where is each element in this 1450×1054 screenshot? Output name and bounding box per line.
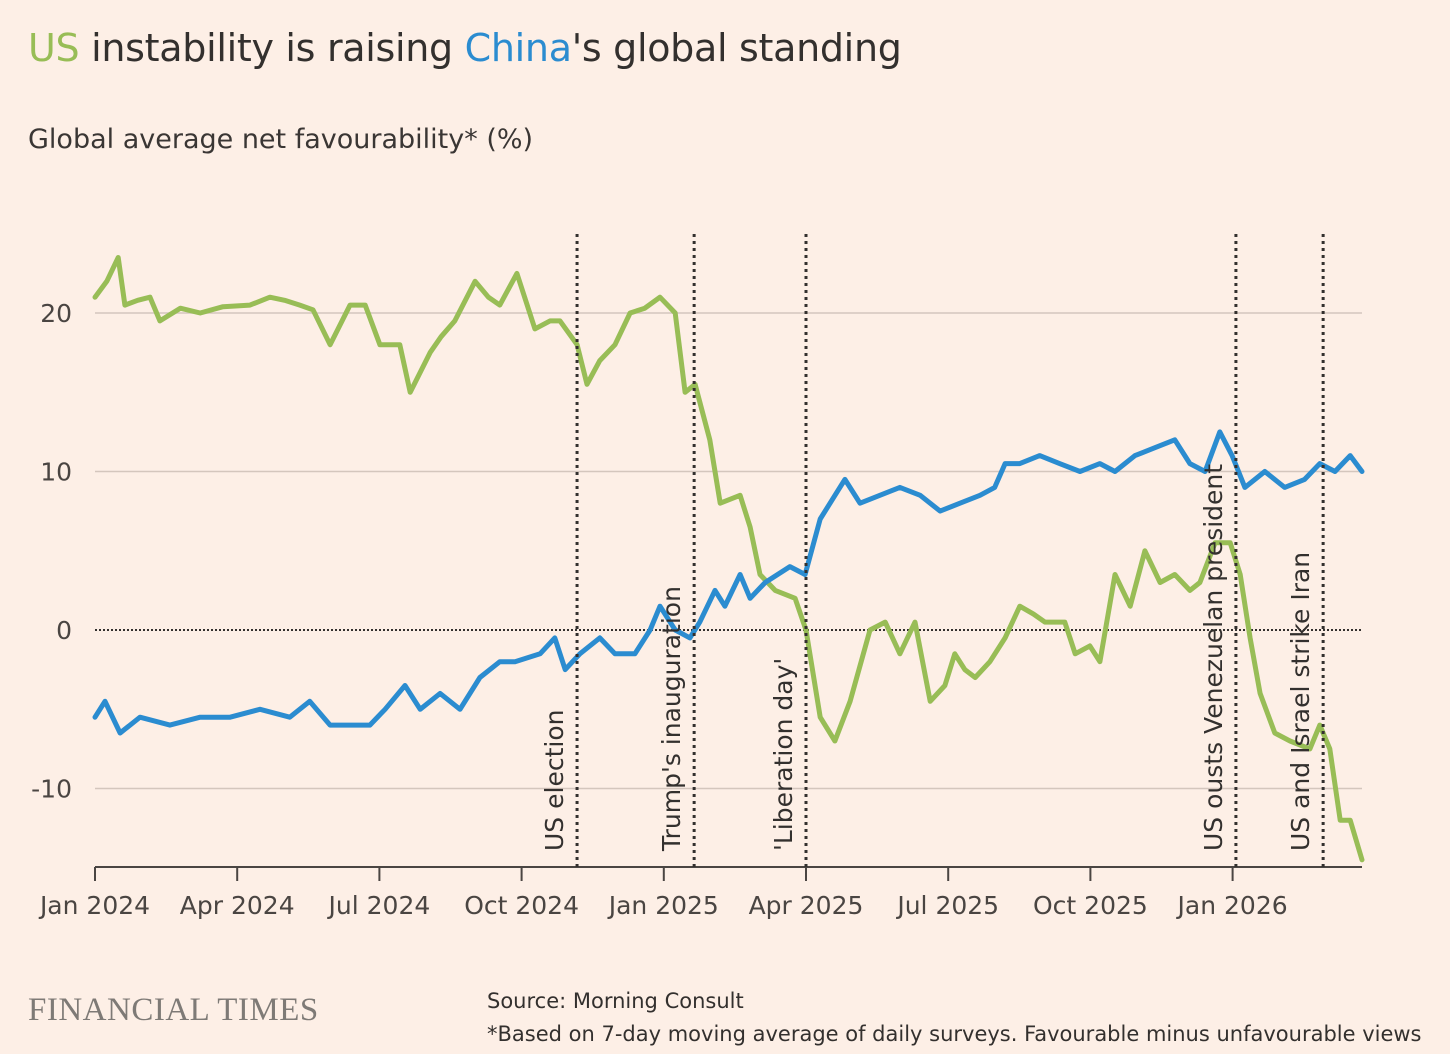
event-label: US election — [540, 710, 569, 851]
x-tick-label: Oct 2025 — [1033, 891, 1148, 920]
x-tick-label: Oct 2024 — [464, 891, 579, 920]
x-tick-label: Jul 2024 — [327, 891, 431, 920]
title-mid: instability is raising — [79, 26, 465, 70]
series-line-us — [92, 255, 1365, 863]
footnote-text: *Based on 7-day moving average of daily … — [487, 1022, 1422, 1046]
y-tick-label: 20 — [40, 299, 72, 328]
ft-logo: FINANCIAL TIMES — [28, 992, 319, 1028]
x-tick-label: Jan 2025 — [607, 891, 719, 920]
source-note: Source: Morning Consult *Based on 7-day … — [487, 985, 1422, 1051]
event-label: Trump's inauguration — [657, 586, 686, 852]
x-tick-label: Jan 2026 — [1176, 891, 1288, 920]
chart-subtitle: Global average net favourability* (%) — [28, 124, 534, 155]
event-label: US ousts Venezuelan president — [1199, 464, 1228, 851]
title-us: US — [28, 26, 80, 70]
y-tick-label: 0 — [56, 616, 72, 645]
y-tick-label: -10 — [31, 775, 72, 804]
chart-title: US instability is raising China's global… — [28, 26, 902, 70]
x-tick-label: Apr 2025 — [749, 891, 864, 920]
y-tick-label: 10 — [40, 458, 72, 487]
x-tick-label: Apr 2024 — [180, 891, 295, 920]
x-tick-label: Jul 2025 — [895, 891, 999, 920]
event-label: 'Liberation day' — [769, 658, 798, 851]
event-label: US and Israel strike Iran — [1286, 552, 1315, 851]
series-line-china — [92, 429, 1365, 736]
title-end: 's global standing — [571, 26, 902, 70]
source-text: Source: Morning Consult — [487, 989, 744, 1013]
title-china: China — [464, 26, 572, 70]
x-tick-label: Jan 2024 — [38, 891, 150, 920]
